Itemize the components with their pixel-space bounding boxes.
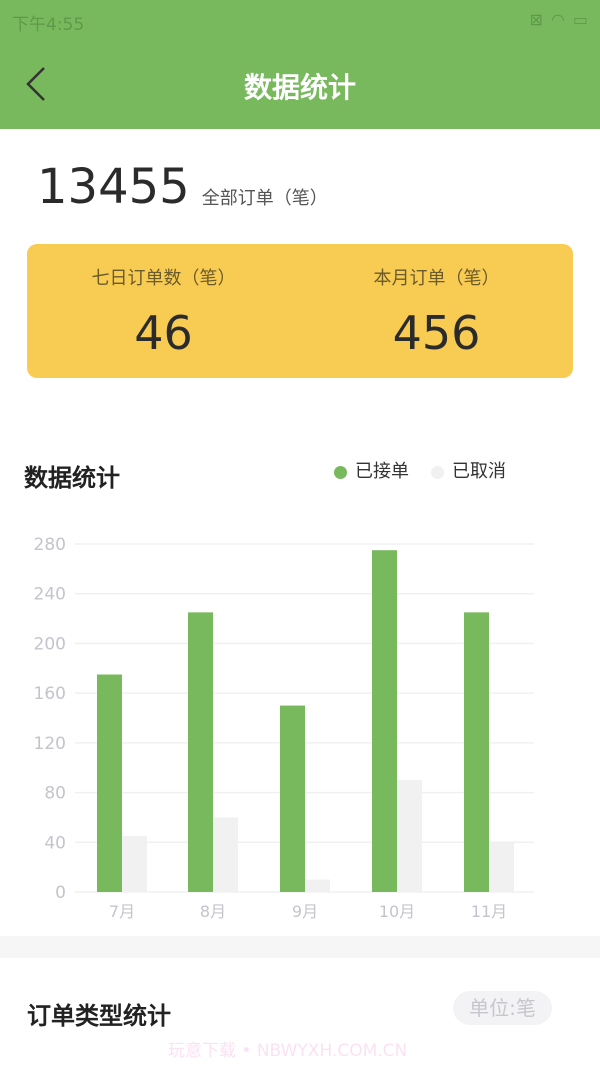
orders-summary-card: 七日订单数（笔） 46 本月订单（笔） 456 — [27, 244, 573, 378]
stats-title: 数据统计 — [24, 464, 120, 492]
bar-cancelled — [122, 836, 147, 892]
section-divider — [0, 936, 600, 958]
y-tick-label: 0 — [55, 883, 66, 903]
bar-chart: 0 40 80 120 160 200 240 280 7月 8月 9月 10月 11月 — [34, 535, 534, 921]
chevron-left-icon — [26, 67, 45, 101]
total-orders-label: 全部订单（笔） — [201, 188, 328, 209]
x-tick-label: 10月 — [379, 902, 415, 921]
y-tick-label: 160 — [34, 684, 66, 704]
bar-accepted — [97, 674, 122, 892]
legend-dot — [431, 465, 444, 479]
bar-accepted — [372, 550, 397, 892]
bar-cancelled — [305, 879, 330, 892]
battery-charging-icon: ▭ — [572, 10, 588, 29]
bar-accepted — [280, 705, 305, 892]
page-title: 数据统计 — [243, 71, 356, 104]
bar-accepted — [188, 612, 213, 892]
legend-cancelled: 已取消 — [431, 457, 506, 483]
stat-value: 456 — [392, 306, 481, 360]
stat-label: 本月订单（笔） — [373, 268, 500, 289]
status-time: 下午4:55 — [12, 15, 85, 35]
y-tick-label: 80 — [44, 784, 66, 804]
y-tick-label: 200 — [34, 634, 66, 654]
unit-badge: 单位:笔 — [453, 991, 552, 1025]
app-header: 下午4:55 ⊠ ◠ ▭ 数据统计 — [0, 0, 600, 129]
watermark: 玩意下载 • NBWYXH.COM.CN — [168, 1041, 408, 1061]
seven-day-orders: 七日订单数（笔） 46 — [27, 244, 300, 378]
order-type-title: 订单类型统计 — [27, 1002, 171, 1030]
stat-label: 七日订单数（笔） — [91, 268, 236, 289]
y-tick-label: 120 — [34, 734, 66, 754]
x-tick-label: 8月 — [200, 902, 226, 921]
legend-accepted: 已接单 — [334, 457, 409, 483]
month-orders: 本月订单（笔） 456 — [300, 244, 573, 378]
chart-legend: 已接单 已取消 — [334, 457, 506, 483]
bar-cancelled — [489, 842, 514, 892]
y-tick-label: 240 — [34, 585, 66, 605]
y-tick-label: 40 — [44, 833, 66, 853]
x-tick-label: 7月 — [109, 902, 135, 921]
legend-label: 已接单 — [355, 461, 409, 482]
stat-value: 46 — [134, 306, 193, 360]
wifi-icon: ◠ — [550, 10, 565, 29]
sim-x-icon: ⊠ — [529, 10, 543, 29]
total-orders-value: 13455 — [37, 159, 190, 215]
bar-cancelled — [397, 780, 422, 892]
legend-label: 已取消 — [452, 461, 506, 482]
back-button[interactable] — [24, 66, 48, 102]
y-tick-label: 280 — [34, 535, 66, 555]
bar-cancelled — [213, 817, 238, 892]
x-tick-label: 9月 — [292, 902, 318, 921]
total-orders: 13455 全部订单（笔） — [37, 160, 328, 214]
status-icons: ⊠ ◠ ▭ — [530, 10, 589, 29]
x-tick-label: 11月 — [471, 902, 507, 921]
bar-accepted — [464, 612, 489, 892]
legend-dot — [334, 465, 347, 479]
